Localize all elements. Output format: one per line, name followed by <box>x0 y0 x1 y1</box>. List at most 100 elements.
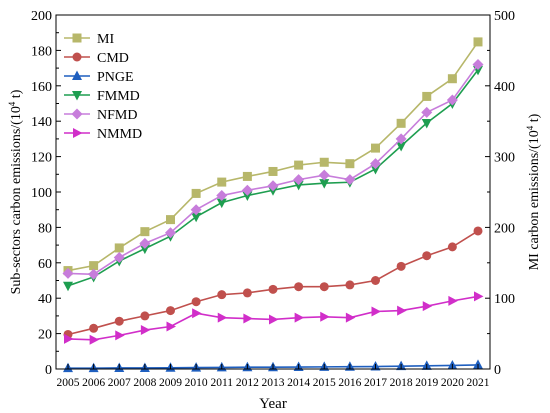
data-point-nmmd <box>397 305 407 316</box>
data-point-mi <box>396 118 406 128</box>
data-point-cmd <box>191 297 201 307</box>
data-point-mi <box>371 143 380 153</box>
data-point-cmd <box>217 290 227 300</box>
legend-item-cmd: CMD <box>64 51 129 66</box>
y-tick-label: 180 <box>31 44 52 59</box>
legend-marker-pnge <box>72 70 82 80</box>
y2-tick-label: 100 <box>494 292 515 307</box>
legend-item-fmmd: FMMD <box>64 89 140 104</box>
data-point-nfmd <box>267 180 279 192</box>
data-point-nmmd <box>474 291 484 302</box>
series-cmd <box>63 226 483 339</box>
data-point-mi <box>447 74 457 84</box>
data-point-mi <box>242 171 252 181</box>
data-point-nfmd <box>318 169 330 181</box>
y2-axis-title-end: t) <box>527 113 542 125</box>
y-tick-label: 40 <box>38 292 52 307</box>
y2-tick-label: 300 <box>494 151 515 166</box>
data-point-cmd <box>422 251 432 261</box>
data-point-fmmd <box>242 191 253 202</box>
data-point-cmd <box>371 276 380 285</box>
x-tick-label: 2007 <box>108 377 131 389</box>
data-point-cmd <box>166 306 175 316</box>
x-tick-label: 2017 <box>364 377 387 389</box>
x-tick-label: 2015 <box>313 377 336 389</box>
x-tick-label: 2019 <box>415 377 438 389</box>
x-tick-label: 2005 <box>57 377 80 389</box>
x-axis-title: Year <box>259 396 287 412</box>
y-tick-label: 100 <box>31 186 52 201</box>
legend-item-pnge: PNGE <box>64 70 134 85</box>
y-axis-title: Sub-sectors carbon emissions/(104 t) <box>7 89 24 294</box>
data-point-nfmd <box>421 106 433 118</box>
data-point-nmmd <box>64 333 74 344</box>
legend-label-mi: MI <box>97 32 114 47</box>
data-point-cmd <box>89 323 99 333</box>
data-point-fmmd <box>421 118 432 129</box>
y-axis-title-sup: 4 <box>7 101 17 106</box>
data-point-cmd <box>447 242 457 252</box>
data-point-mi <box>191 188 201 198</box>
data-point-nmmd <box>243 313 253 324</box>
data-point-cmd <box>294 282 304 292</box>
x-tick-label: 2014 <box>287 377 310 389</box>
y2-tick-label: 400 <box>494 80 515 95</box>
data-point-nfmd <box>446 94 458 106</box>
data-point-mi <box>166 215 175 225</box>
data-point-nfmd <box>113 251 125 263</box>
y-tick-label: 60 <box>38 257 52 272</box>
legend-label-fmmd: FMMD <box>97 89 140 104</box>
y-axis-title-main: Sub-sectors carbon emissions/(10 <box>9 106 24 294</box>
data-point-nmmd <box>294 312 305 323</box>
series-nfmd <box>62 59 484 280</box>
data-point-nmmd <box>422 301 433 312</box>
data-point-mi <box>473 37 483 47</box>
data-point-fmmd <box>319 179 330 189</box>
data-point-fmmd <box>139 244 150 255</box>
data-point-mi <box>294 160 304 170</box>
data-point-nfmd <box>190 204 202 216</box>
x-tick-label: 2010 <box>185 377 208 389</box>
data-point-nfmd <box>165 227 176 239</box>
data-point-nmmd <box>345 312 356 323</box>
data-point-mi <box>89 261 99 271</box>
data-point-mi <box>319 157 329 167</box>
x-tick-label: 2012 <box>236 377 259 389</box>
x-tick-label: 2016 <box>338 377 361 389</box>
data-point-nfmd <box>62 267 74 279</box>
y-tick-label: 160 <box>31 80 52 95</box>
data-point-nfmd <box>88 268 100 280</box>
data-point-cmd <box>242 288 252 298</box>
data-point-cmd <box>345 280 355 290</box>
legend-label-nmmd: NMMD <box>97 127 142 142</box>
legend-item-mi: MI <box>64 32 114 47</box>
y2-axis-title-main: MI carbon emissions/(10 <box>527 130 542 270</box>
x-tick-label: 2021 <box>467 377 490 389</box>
data-point-fmmd <box>370 164 381 175</box>
data-point-nfmd <box>472 59 484 71</box>
y2-tick-label: 0 <box>494 363 501 378</box>
data-point-fmmd <box>216 198 227 209</box>
data-point-cmd <box>268 284 278 294</box>
data-point-cmd <box>473 226 483 236</box>
data-point-fmmd <box>396 141 407 152</box>
data-point-nmmd <box>115 330 125 341</box>
data-point-nmmd <box>140 325 151 336</box>
x-tick-label: 2018 <box>390 377 413 389</box>
data-point-mi <box>422 91 432 101</box>
x-tick-label: 2020 <box>441 377 464 389</box>
y-tick-label: 0 <box>45 363 52 378</box>
data-point-mi <box>345 159 355 169</box>
y-tick-label: 20 <box>38 328 52 343</box>
data-point-nfmd <box>293 174 305 186</box>
data-point-fmmd <box>63 281 73 292</box>
series-nmmd <box>64 291 484 345</box>
legend-label-nfmd: NFMD <box>97 108 137 123</box>
data-point-nfmd <box>216 190 228 202</box>
legend-marker-mi <box>72 33 82 43</box>
data-point-cmd <box>319 282 329 292</box>
data-point-mi <box>140 227 150 237</box>
data-point-nfmd <box>241 184 253 196</box>
y-tick-label: 200 <box>31 9 52 24</box>
